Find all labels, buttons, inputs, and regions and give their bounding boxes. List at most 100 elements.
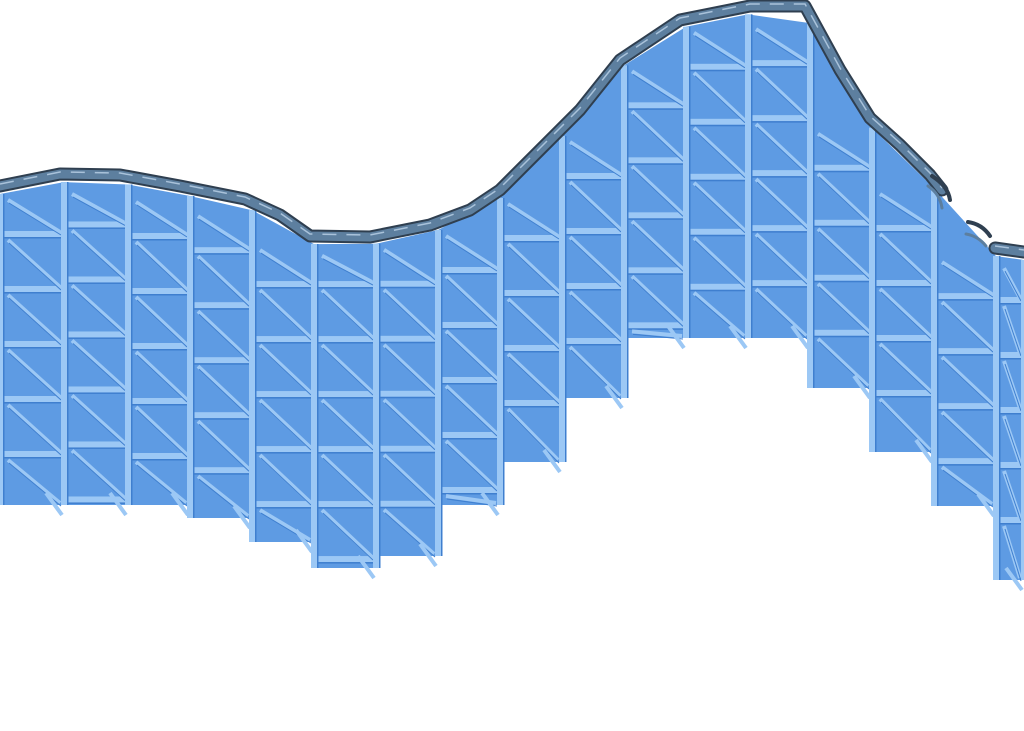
column-panel (64, 182, 128, 506)
horizontal-beam (624, 157, 686, 164)
beam-shadow (190, 253, 252, 255)
brace-shadow (260, 402, 312, 451)
horizontal-beam (810, 329, 872, 336)
post-shadow (67, 182, 69, 506)
brace-tail (852, 374, 872, 400)
beam-shadow (252, 397, 314, 399)
beam-shadow (624, 328, 686, 330)
brace-shadow (632, 223, 684, 272)
diagonal-brace (320, 288, 374, 339)
brace-shadow (260, 252, 312, 286)
brace-shadow (72, 288, 126, 336)
horizontal-beam (686, 173, 748, 180)
support-column (61, 182, 133, 517)
brace-shadow (508, 301, 560, 350)
horizontal-beam (872, 390, 934, 396)
horizontal-beam (748, 60, 810, 67)
horizontal-beam (190, 247, 252, 254)
diagonal-brace (816, 337, 870, 388)
brace-shadow (508, 206, 560, 240)
diagonal-brace (320, 343, 374, 394)
brace-shadow (942, 264, 994, 298)
brace-tail (666, 324, 686, 350)
horizontal-beam (376, 280, 438, 287)
horizontal-beam (996, 407, 1024, 413)
vertical-post (125, 184, 131, 505)
brace-shadow (756, 71, 808, 120)
brace-shadow (446, 238, 498, 272)
diagonal-brace (134, 295, 188, 346)
post-shadow (813, 23, 815, 389)
diagonal-brace (940, 355, 994, 406)
diagonal-brace (692, 236, 746, 287)
diagonal-brace (878, 192, 932, 228)
brace-shadow (818, 341, 870, 390)
diagonal-brace (382, 343, 436, 394)
diagonal-brace (754, 177, 808, 228)
diagonal-brace (444, 274, 498, 325)
brace-shadow (570, 349, 622, 400)
column-panel (810, 23, 872, 389)
brace-shadow (72, 343, 126, 391)
brace-shadow (570, 184, 622, 233)
beam-shadow (562, 289, 624, 291)
horizontal-beam (438, 432, 500, 438)
horizontal-beam (996, 352, 1024, 358)
post-shadow (999, 256, 1001, 580)
horizontal-beam (128, 343, 190, 349)
brace-shadow (8, 202, 62, 236)
brace-shadow (1004, 270, 1022, 302)
brace-shadow (694, 130, 746, 179)
horizontal-beam (190, 357, 252, 364)
horizontal-beam (624, 322, 686, 329)
brace-shadow (756, 31, 808, 65)
brace-shadow (818, 176, 870, 225)
track-layer (0, 0, 1024, 259)
diagonal-brace (196, 309, 250, 360)
beam-shadow (314, 287, 376, 289)
diagonal-brace (940, 300, 994, 351)
diagonal-brace (382, 453, 436, 504)
beam-shadow (376, 341, 438, 344)
horizontal-beam (0, 396, 64, 402)
horizontal-beam (376, 500, 438, 507)
horizontal-beam (872, 280, 934, 286)
brace-tail (108, 491, 128, 517)
brace-shadow (632, 113, 684, 162)
horizontal-beam (0, 341, 64, 347)
beam-shadow (500, 351, 562, 353)
beam-shadow (190, 418, 252, 420)
brace-shadow (72, 196, 126, 226)
beam-shadow (64, 502, 128, 504)
brace-shadow (446, 333, 498, 382)
diagonal-brace (382, 248, 436, 284)
horizontal-beam (252, 336, 314, 343)
horizontal-beam (500, 290, 562, 296)
horizontal-beam (934, 403, 996, 410)
horizontal-beam (996, 517, 1024, 523)
beam-shadow (0, 402, 64, 404)
brace-shadow (384, 292, 436, 341)
beam-shadow (934, 464, 996, 466)
brace-shadow (1004, 528, 1022, 582)
diagonal-brace (878, 397, 932, 452)
diagonal-brace (134, 350, 188, 401)
support-column (435, 198, 505, 517)
brace-shadow (756, 126, 808, 175)
brace-shadow (880, 196, 932, 230)
brace-tail (542, 448, 562, 474)
brace-shadow (136, 354, 188, 403)
brace-tail (232, 504, 252, 530)
brace-tail (294, 528, 314, 554)
beam-shadow (0, 347, 64, 349)
brace-shadow (198, 218, 250, 252)
brace-shadow (632, 73, 684, 107)
beam-shadow (748, 176, 810, 178)
diagonal-brace (134, 200, 188, 236)
column-panel (872, 127, 934, 453)
diagonal-brace (70, 338, 126, 389)
diagonal-brace (506, 352, 560, 403)
post-shadow (379, 243, 381, 557)
brace-tail (728, 324, 748, 350)
support-column (745, 14, 815, 350)
